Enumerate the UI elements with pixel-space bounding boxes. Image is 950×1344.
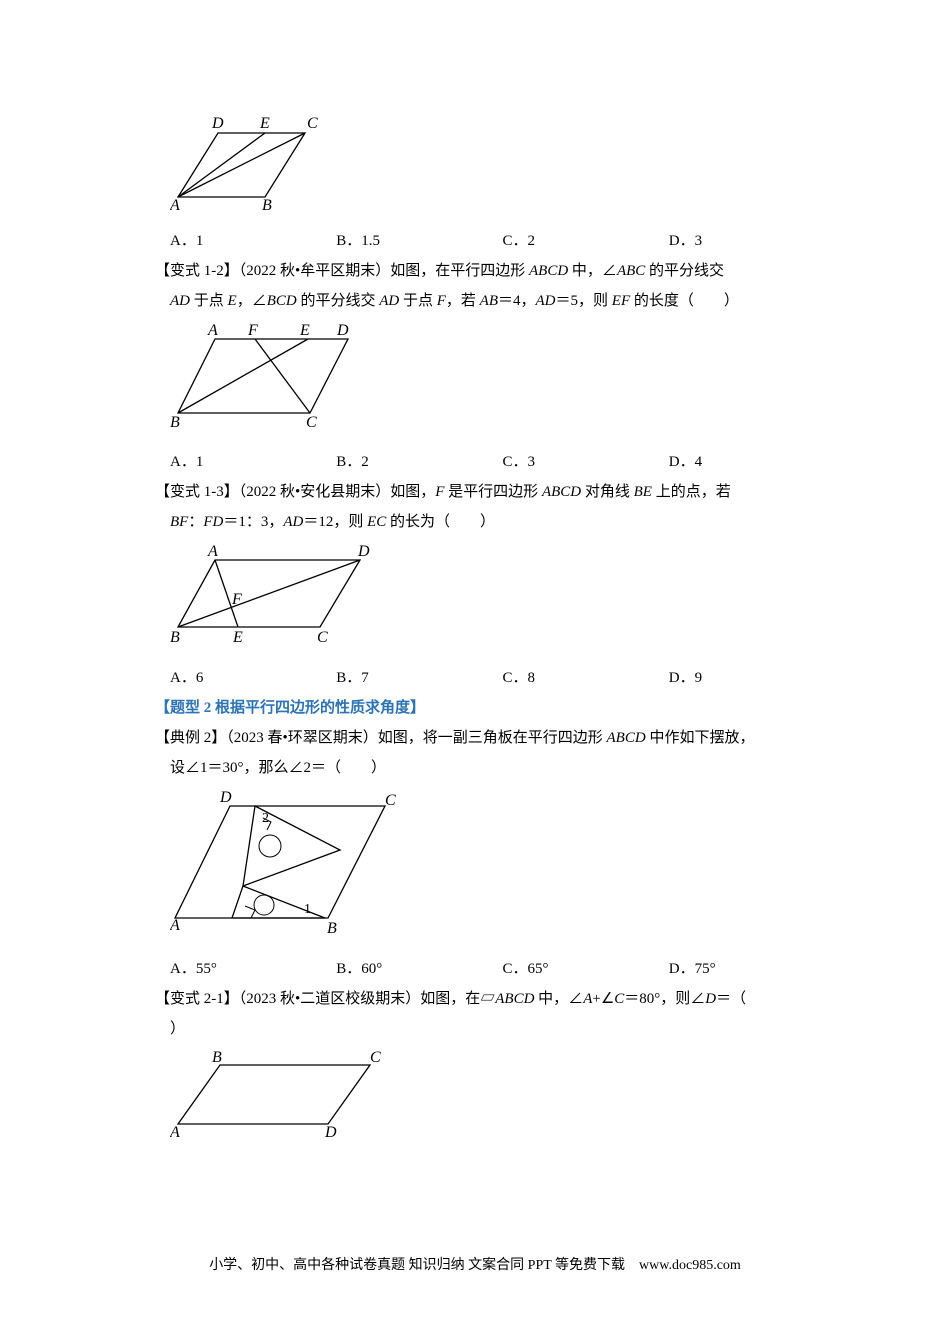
label-E: E	[232, 629, 243, 646]
label-E: E	[259, 115, 270, 132]
label-E: E	[299, 322, 310, 339]
figure-q1-3: A D F B E C	[170, 542, 835, 658]
question-1-3: 【变式 1-3】（2022 秋•安化县期末）如图，F 是平行四边形 ABCD 对…	[155, 477, 835, 507]
label-A: A	[207, 543, 218, 560]
label-B: B	[170, 629, 180, 646]
question-1-2-line2: AD 于点 E，∠BCD 的平分线交 AD 于点 F，若 AB＝4，AD＝5，则…	[155, 286, 835, 316]
label-A: A	[170, 197, 180, 210]
options-q1-1: A．1 B．1.5 C．2 D．3	[155, 226, 835, 256]
label-D: D	[219, 789, 232, 806]
option-b: B．2	[336, 447, 502, 477]
question-1-3-line2: BF：FD＝1：3，AD＝12，则 EC 的长为（ ）	[155, 507, 835, 537]
option-d: D．9	[669, 663, 835, 693]
label-C: C	[306, 414, 317, 431]
question-2-1-line2: ）	[155, 1014, 835, 1044]
option-b: B．1.5	[336, 226, 502, 256]
page-footer: 小学、初中、高中各种试卷真题 知识归纳 文案合同 PPT 等免费下载 www.d…	[0, 1254, 950, 1274]
label-C: C	[385, 792, 396, 809]
question-2-1: 【变式 2-1】（2023 秋•二道区校级期末）如图，在▱ABCD 中，∠A+∠…	[155, 984, 835, 1014]
figure-q1-1: D E C A B	[170, 115, 835, 221]
label-C: C	[307, 115, 318, 132]
label-2: 2	[262, 811, 269, 826]
label-D: D	[324, 1124, 337, 1139]
option-b: B．60°	[336, 954, 502, 984]
option-c: C．2	[503, 226, 669, 256]
label-F: F	[231, 591, 242, 608]
question-2-line2: 设∠1＝30°，那么∠2＝（ ）	[155, 753, 835, 783]
question-2: 【典例 2】（2023 春•环翠区期末）如图，将一副三角板在平行四边形 ABCD…	[155, 723, 835, 753]
document-page: D E C A B A．1 B．1.5 C．2 D．3 【变式 1-2】（202…	[0, 0, 950, 1195]
label-A: A	[207, 322, 218, 339]
option-c: C．8	[503, 663, 669, 693]
label-D: D	[357, 543, 370, 560]
figure-q2: D C A B 2 1	[170, 788, 835, 949]
label-C: C	[317, 629, 328, 646]
label-C: C	[370, 1049, 381, 1066]
label-A: A	[170, 1124, 180, 1139]
option-c: C．65°	[503, 954, 669, 984]
option-b: B．7	[336, 663, 502, 693]
question-1-2: 【变式 1-2】（2022 秋•牟平区期末）如图，在平行四边形 ABCD 中，∠…	[155, 256, 835, 286]
label-B: B	[170, 414, 180, 431]
label-F: F	[247, 322, 258, 339]
options-q2: A．55° B．60° C．65° D．75°	[155, 954, 835, 984]
option-a: A．1	[170, 447, 336, 477]
option-d: D．4	[669, 447, 835, 477]
options-q1-3: A．6 B．7 C．8 D．9	[155, 663, 835, 693]
label-A: A	[170, 917, 180, 934]
figure-q1-2: A F E D B C	[170, 321, 835, 442]
figure-q2-1: B C A D	[170, 1049, 835, 1150]
label-1: 1	[304, 902, 311, 917]
option-a: A．1	[170, 226, 336, 256]
label-D: D	[211, 115, 224, 132]
option-a: A．6	[170, 663, 336, 693]
label-B: B	[262, 197, 272, 210]
options-q1-2: A．1 B．2 C．3 D．4	[155, 447, 835, 477]
label-D: D	[336, 322, 349, 339]
label-B: B	[212, 1049, 222, 1066]
option-a: A．55°	[170, 954, 336, 984]
label-B: B	[327, 920, 337, 937]
option-d: D．3	[669, 226, 835, 256]
option-d: D．75°	[669, 954, 835, 984]
section-2-header: 【题型 2 根据平行四边形的性质求角度】	[155, 693, 835, 723]
option-c: C．3	[503, 447, 669, 477]
